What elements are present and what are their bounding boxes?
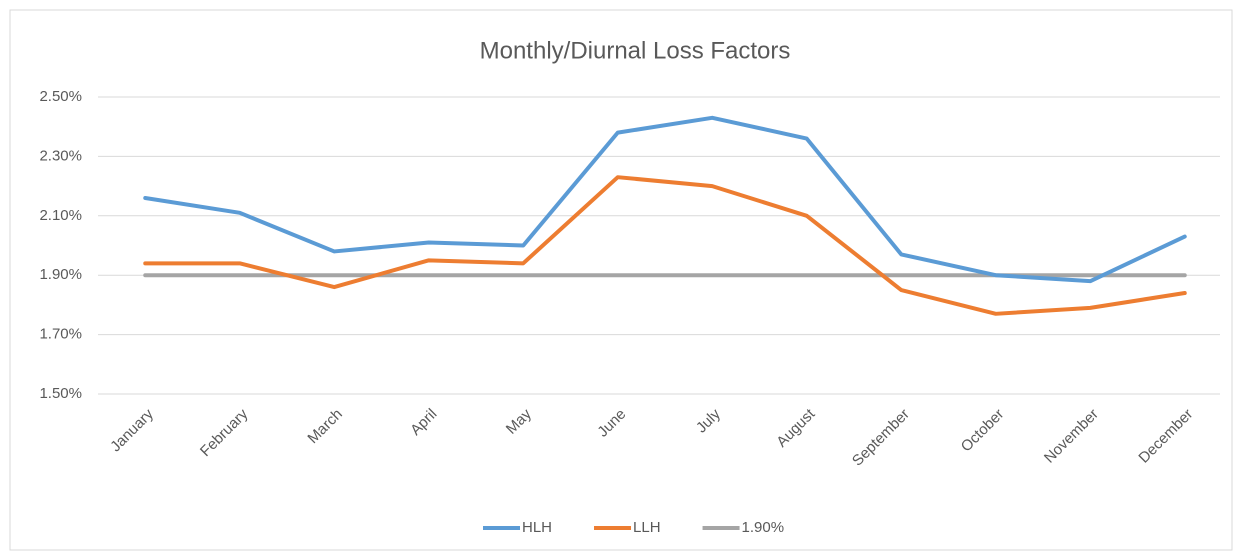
y-tick-label: 1.70% (39, 326, 82, 343)
chart-title: Monthly/Diurnal Loss Factors (480, 37, 791, 64)
y-tick-label: 2.10% (39, 207, 82, 224)
y-tick-label: 2.30% (39, 147, 82, 164)
chart-border (9, 9, 1233, 551)
y-tick-label: 1.90% (39, 266, 82, 283)
line-series (143, 175, 1187, 316)
y-tick-label: 2.50% (39, 88, 82, 105)
y-tick-label: 1.50% (39, 385, 82, 402)
legend-label: 1.90% (742, 519, 785, 536)
legend-label: HLH (522, 519, 552, 536)
line-series (143, 115, 1187, 284)
legend-label: LLH (633, 519, 661, 536)
